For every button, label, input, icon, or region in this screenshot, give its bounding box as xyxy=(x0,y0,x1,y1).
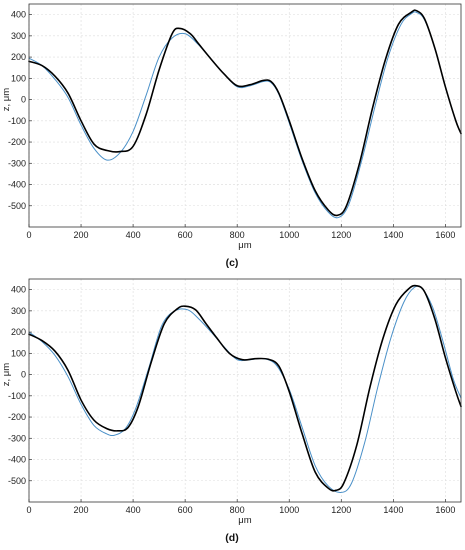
y-tick-label: 300 xyxy=(11,306,26,316)
y-tick-label: -300 xyxy=(8,158,26,168)
y-tick-label: -500 xyxy=(8,476,26,486)
plot-area xyxy=(29,279,461,502)
x-tick-label: 0 xyxy=(26,230,31,240)
series-line-black xyxy=(28,284,462,492)
x-tick-label: 200 xyxy=(74,505,89,515)
y-tick-label: 400 xyxy=(11,285,26,295)
y-axis-label: z, μm xyxy=(1,363,12,387)
x-tick-label: 1200 xyxy=(331,505,351,515)
x-tick-label: 200 xyxy=(74,230,89,240)
y-tick-label: -200 xyxy=(8,412,26,422)
y-tick-label: -400 xyxy=(8,455,26,465)
figure-caption: (c) xyxy=(226,257,239,269)
y-tick-label: -500 xyxy=(8,201,26,211)
x-tick-label: 1400 xyxy=(383,505,403,515)
x-tick-label: 1400 xyxy=(383,230,403,240)
x-tick-label: 0 xyxy=(26,505,31,515)
y-tick-label: 0 xyxy=(21,370,26,380)
x-tick-label: 1000 xyxy=(279,505,299,515)
axes-box xyxy=(28,278,462,503)
y-axis-label: z, μm xyxy=(1,88,12,112)
y-tick-label: -300 xyxy=(8,433,26,443)
x-tick-label: 1600 xyxy=(435,505,455,515)
y-tick-label: 300 xyxy=(11,31,26,41)
y-tick-label: -400 xyxy=(8,180,26,190)
y-tick-label: 400 xyxy=(11,10,26,20)
series-line-black xyxy=(28,9,462,217)
x-tick-label: 400 xyxy=(126,230,141,240)
x-axis-label: μm xyxy=(238,515,251,526)
x-tick-label: 400 xyxy=(126,505,141,515)
x-tick-label: 1200 xyxy=(331,230,351,240)
x-tick-label: 800 xyxy=(230,230,245,240)
plot-area xyxy=(29,4,461,227)
x-tick-label: 600 xyxy=(178,230,193,240)
y-tick-label: 200 xyxy=(11,327,26,337)
y-tick-label: 100 xyxy=(11,73,26,83)
y-tick-label: 200 xyxy=(11,52,26,62)
axes-box xyxy=(28,3,462,228)
y-tick-label: 0 xyxy=(21,95,26,105)
chart-c: 0 200 400 600 800 1000 1200 1400 1600-500-400-30… xyxy=(1,3,462,269)
y-tick-label: -200 xyxy=(8,137,26,147)
x-tick-label: 1600 xyxy=(435,230,455,240)
x-tick-label: 1000 xyxy=(279,230,299,240)
x-axis-label: μm xyxy=(238,240,251,251)
y-tick-label: -100 xyxy=(8,391,26,401)
series-line-blue xyxy=(28,11,462,219)
chart-d: 0 200 400 600 800 1000 1200 1400 1600-500-400-30… xyxy=(1,278,462,544)
figure-caption: (d) xyxy=(225,532,238,544)
y-tick-label: 100 xyxy=(11,348,26,358)
y-tick-label: -100 xyxy=(8,116,26,126)
x-tick-label: 800 xyxy=(230,505,245,515)
x-tick-label: 600 xyxy=(178,505,193,515)
